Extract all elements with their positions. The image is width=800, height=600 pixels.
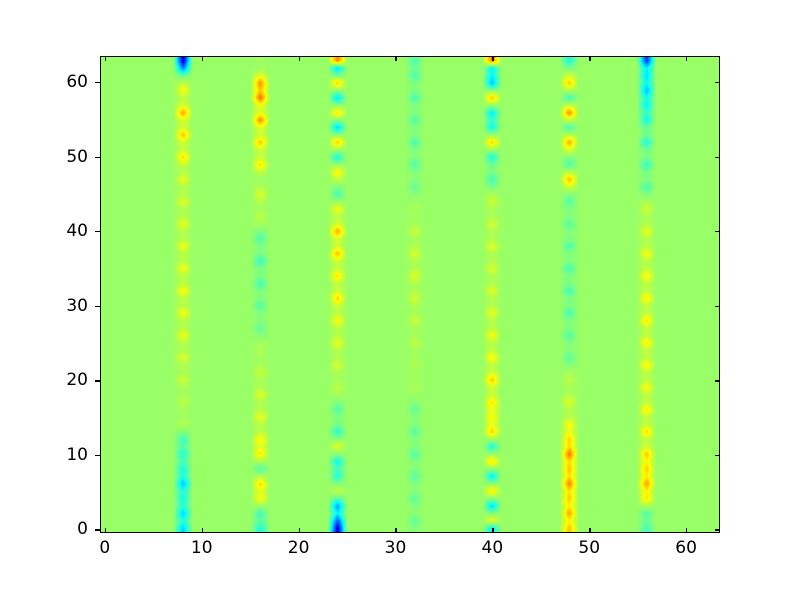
x-tick-mark-top: [395, 56, 397, 61]
x-tick-label: 60: [675, 538, 697, 558]
x-tick-mark-top: [298, 56, 300, 61]
y-tick-mark-right: [715, 380, 720, 382]
x-tick-mark-top: [104, 56, 107, 61]
y-tick-mark: [95, 231, 100, 233]
x-tick-mark: [492, 528, 494, 533]
y-tick-label: 30: [66, 295, 88, 316]
x-tick-label: 30: [384, 538, 407, 558]
x-tick-mark-top: [589, 56, 591, 61]
heatmap-axes: [100, 56, 720, 533]
heatmap-image: [101, 57, 719, 532]
x-tick-label: 0: [99, 538, 111, 558]
y-tick-mark-right: [715, 305, 720, 307]
y-tick-mark-right: [715, 529, 720, 531]
x-tick-label: 20: [287, 538, 310, 558]
y-tick-mark-right: [715, 454, 720, 457]
x-tick-mark: [686, 528, 688, 533]
y-tick-mark-right: [715, 156, 720, 158]
y-tick-mark: [95, 380, 100, 382]
y-tick-mark: [95, 529, 100, 531]
y-tick-mark: [95, 305, 100, 307]
x-tick-label: 10: [190, 538, 213, 558]
x-tick-label: 50: [578, 538, 601, 558]
y-tick-mark: [95, 82, 100, 84]
x-tick-mark: [201, 528, 204, 533]
y-tick-mark-right: [715, 231, 720, 233]
y-tick-label: 60: [66, 72, 88, 93]
y-tick-label: 0: [77, 519, 88, 540]
y-tick-mark-right: [715, 82, 720, 84]
y-tick-label: 20: [66, 370, 88, 391]
y-tick-mark: [95, 156, 100, 158]
x-tick-mark-top: [492, 56, 494, 61]
y-tick-mark: [95, 454, 100, 457]
x-tick-mark-top: [201, 56, 204, 61]
x-tick-mark: [104, 528, 107, 533]
x-tick-mark: [589, 528, 591, 533]
x-tick-label: 40: [481, 538, 504, 558]
x-tick-mark: [298, 528, 300, 533]
y-tick-label: 40: [66, 221, 88, 242]
y-tick-label: 50: [66, 146, 88, 167]
y-tick-label: 10: [66, 444, 88, 465]
x-tick-mark-top: [686, 56, 688, 61]
x-tick-mark: [395, 528, 397, 533]
